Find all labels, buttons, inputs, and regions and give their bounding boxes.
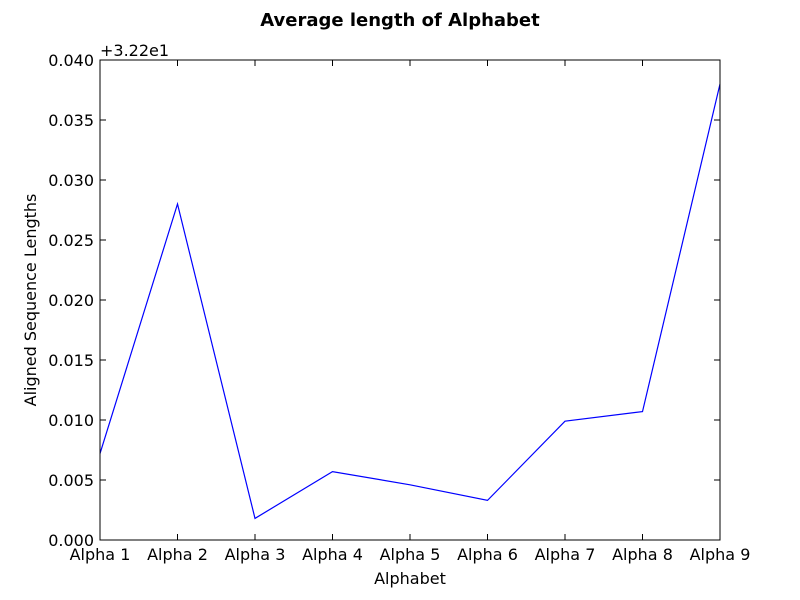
plot-frame — [99, 59, 721, 541]
x-tick-label: Alpha 1 — [70, 545, 131, 564]
x-tick-label: Alpha 8 — [612, 545, 673, 564]
y-tick-label: 0.035 — [48, 111, 94, 130]
x-tick-label: Alpha 5 — [380, 545, 441, 564]
x-tick-label: Alpha 9 — [690, 545, 751, 564]
chart-title: Average length of Alphabet — [260, 10, 540, 31]
y-axis-label: Aligned Sequence Lengths — [21, 194, 40, 407]
x-tick-label: Alpha 6 — [457, 545, 518, 564]
y-tick-label: 0.000 — [48, 531, 94, 550]
y-tick-label: 0.010 — [48, 411, 94, 430]
x-tick-label: Alpha 7 — [535, 545, 596, 564]
y-offset-label: +3.22e1 — [100, 41, 169, 60]
y-tick-label: 0.030 — [48, 171, 94, 190]
y-tick-label: 0.020 — [48, 291, 94, 310]
y-tick-label: 0.015 — [48, 351, 94, 370]
x-tick-label: Alpha 2 — [147, 545, 208, 564]
y-tick-label: 0.005 — [48, 471, 94, 490]
series-line-0 — [99, 83, 721, 520]
y-tick-label: 0.025 — [48, 231, 94, 250]
y-tick-label: 0.040 — [48, 51, 94, 70]
plot-area: 0.000 0.005 0.010 0.015 0.020 0.025 0.030 0.035… — [48, 51, 750, 564]
x-axis-label: Alphabet — [374, 569, 446, 588]
x-tick-label: Alpha 4 — [302, 545, 363, 564]
x-tick-label: Alpha 3 — [225, 545, 286, 564]
